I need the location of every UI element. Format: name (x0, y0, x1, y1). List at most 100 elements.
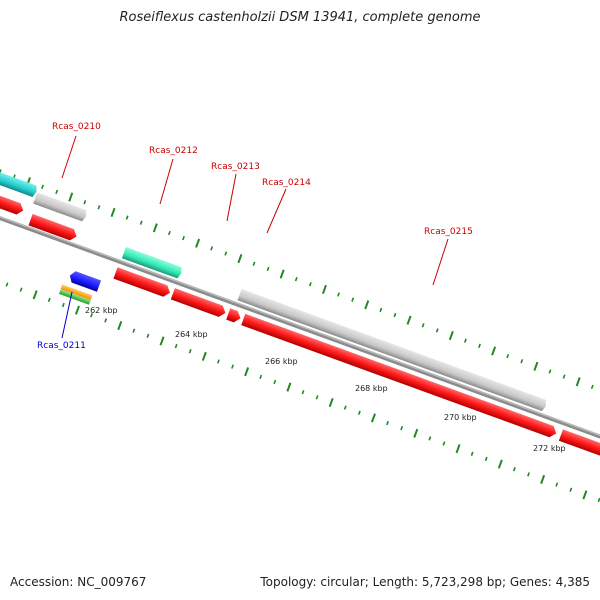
inner-tick (527, 472, 530, 477)
outer-tick (533, 361, 539, 371)
scale-label-272: 272 kbp (533, 444, 566, 453)
outer-tick (463, 338, 467, 343)
inner-tick (301, 390, 305, 395)
outer-tick (351, 297, 355, 302)
inner-tick (74, 305, 80, 315)
scale-label-266: 266 kbp (265, 357, 298, 366)
outer-tick (195, 238, 201, 248)
outer-tick (210, 246, 214, 251)
scale-labels: 262 kbp 264 kbp 266 kbp 268 kbp 270 kbp … (85, 306, 566, 453)
cds-red-1 (28, 214, 77, 241)
outer-tick (182, 235, 185, 241)
outer-tick (237, 254, 243, 264)
callout-line-rcas-0215 (432, 238, 449, 286)
outer-tick (548, 369, 552, 374)
inner-tick (328, 397, 334, 408)
inner-tick (47, 297, 51, 303)
scale-label-268: 268 kbp (355, 384, 388, 393)
inner-tick (357, 410, 361, 415)
inner-tick (19, 287, 23, 292)
gene-rcas-0210 (33, 192, 87, 222)
outer-tick (379, 307, 383, 313)
inner-tick (174, 343, 178, 349)
gene-cyan-left (0, 163, 37, 197)
accession-text: Accession: NC_009767 (10, 575, 147, 589)
outer-tick (321, 284, 327, 294)
outer-tick (97, 205, 101, 210)
inner-tick (273, 379, 277, 385)
outer-tick (224, 251, 228, 256)
inner-tick (540, 474, 546, 485)
inner-tick (315, 395, 319, 400)
outer-tick (562, 374, 566, 379)
gene-green (58, 289, 91, 305)
inner-tick-track (5, 282, 600, 503)
gene-label-rcas-0215: Rcas_0215 (424, 227, 473, 237)
scale-label-262: 262 kbp (85, 306, 118, 315)
track-frame (0, 163, 600, 503)
inner-tick (455, 444, 461, 454)
cds-red-2 (113, 267, 170, 297)
gene-label-rcas-0210: Rcas_0210 (52, 122, 101, 132)
outer-tick (110, 207, 116, 218)
outer-tick (152, 223, 158, 233)
callout-line-rcas-0213 (226, 173, 237, 222)
outer-tick (421, 323, 425, 328)
inner-tick (370, 413, 376, 423)
outer-tick (294, 276, 298, 282)
outer-tick (266, 266, 270, 272)
gene-label-rcas-0211: Rcas_0211 (37, 341, 86, 351)
outer-tick (252, 261, 256, 266)
outer-tick (68, 192, 74, 202)
outer-tick (139, 220, 143, 225)
cds-red-5 (241, 313, 557, 438)
inner-tick (104, 318, 108, 323)
scale-label-264: 264 kbp (175, 330, 208, 339)
outer-tick (125, 215, 129, 220)
cds-red-left (0, 184, 24, 215)
inner-tick (159, 336, 165, 346)
genome-backbone (0, 202, 600, 446)
cds-red-right (558, 429, 600, 468)
outer-tick (435, 328, 439, 333)
gene-labels: Rcas_0210 Rcas_0212 Rcas_0213 Rcas_0214 … (37, 122, 473, 351)
outer-tick (308, 282, 312, 287)
inner-tick (259, 374, 263, 380)
inner-tick (386, 420, 389, 426)
gene-rcas-0215 (237, 289, 547, 412)
inner-tick (413, 428, 419, 438)
inner-tick (582, 490, 588, 500)
outer-tick (491, 346, 497, 356)
callout-line-rcas-0211 (61, 291, 73, 339)
callout-lines (61, 135, 449, 339)
outer-tick (506, 353, 510, 359)
inner-tick (32, 290, 38, 300)
inner-tick (244, 367, 250, 377)
inner-tick (428, 436, 432, 441)
outer-tick (83, 200, 87, 205)
inner-tick (555, 482, 559, 487)
inner-tick (132, 328, 136, 333)
callout-line-rcas-0212 (159, 158, 174, 205)
outer-tick (337, 292, 340, 297)
callout-line-rcas-0210 (61, 135, 77, 179)
outer-tick (0, 169, 2, 174)
outer-tick (279, 269, 285, 279)
cds-red-4 (226, 308, 241, 323)
inner-tick (286, 382, 292, 392)
inner-tick (343, 405, 347, 410)
outer-tick (55, 189, 59, 195)
outer-tick (478, 343, 481, 348)
inner-tick (512, 467, 516, 472)
inner-tick (484, 456, 488, 462)
outer-tick (448, 331, 454, 341)
inner-tick (5, 282, 9, 287)
outer-tick (590, 384, 594, 390)
callout-line-rcas-0214 (266, 188, 287, 234)
outer-tick (41, 184, 44, 189)
inner-tick (188, 349, 192, 354)
inner-tick (597, 497, 600, 503)
gene-orange (60, 284, 93, 301)
inner-tick (497, 459, 503, 469)
